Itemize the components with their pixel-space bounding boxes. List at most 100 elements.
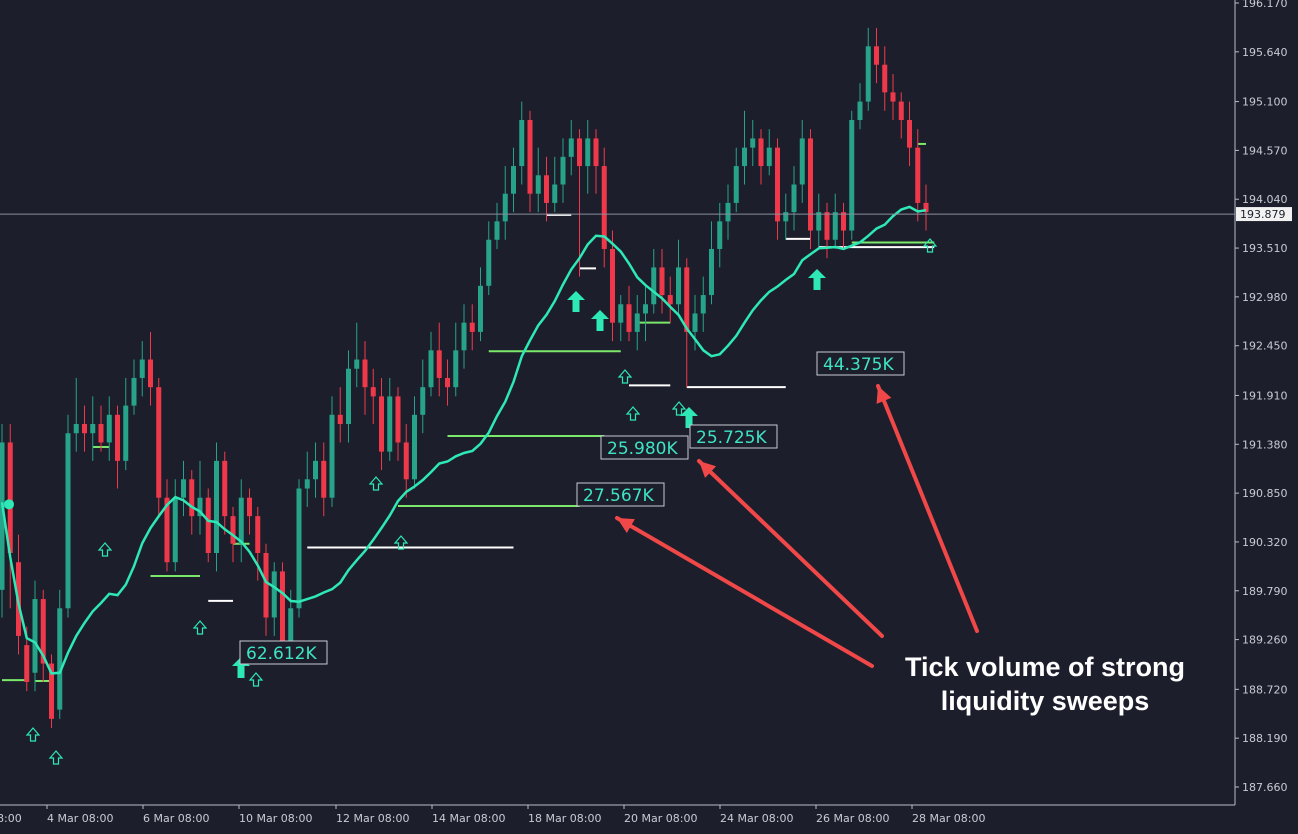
volume-label-box [600,435,689,460]
candle-body [387,396,393,452]
volume-label: 62.612K [246,644,317,664]
y-tick-label: 188.720 [1242,683,1288,696]
candle-body [857,101,863,121]
candle-body [90,424,96,434]
buy-signal-hollow-arrow [368,476,384,491]
candle-body [601,166,607,249]
candle-body [742,147,747,167]
current-price-tag [1236,207,1292,222]
y-tick-label: 189.790 [1242,585,1288,598]
candle-body [610,248,615,323]
candle-body [659,267,665,296]
candle-body [412,414,417,480]
candle-body [544,175,549,203]
candle-body [0,442,5,590]
candle-body [552,184,558,203]
x-tick-label: 12 Mar 08:00 [336,812,409,825]
annotation-arrow-shaft [615,516,874,668]
buy-signal-hollow-arrow [48,750,64,765]
candle-body [40,599,46,664]
candle-body [197,497,203,517]
buy-signal-hollow-arrow [192,620,208,635]
x-tick-label: 14 Mar 08:00 [432,812,505,825]
y-tick-label: 191.910 [1242,389,1288,402]
candle-body [255,516,261,553]
candle-body [469,322,475,332]
candle-body [98,424,104,443]
candle-body [684,267,690,332]
candle-body [115,414,120,461]
candle-body [230,516,236,544]
candle-body [593,138,599,167]
candle-body [65,433,71,609]
buy-signal-hollow-arrow [393,535,409,550]
current-price-label: 193.879 [1240,208,1286,221]
candle-body [832,212,838,240]
y-tick-label: 195.100 [1242,96,1288,109]
candle-body [156,387,162,498]
candle-body [304,479,310,489]
candle-body [882,64,888,93]
y-tick-label: 187.660 [1242,781,1288,794]
annotation-arrow-shaft [697,459,884,638]
candle-body [222,460,228,517]
candle-body [766,147,772,167]
annotation-arrow-head [876,386,892,404]
candle-body [700,295,706,314]
volume-label-box [816,351,905,376]
candle-body [313,460,318,480]
candle-body [907,120,912,148]
buy-signal-solid-arrow [591,310,609,331]
buy-signal-solid-arrow [680,407,698,428]
candle-body [370,387,376,397]
annotation-line-2: liquidity sweeps [941,686,1150,716]
candle-body [824,212,830,240]
volume-label-box [239,640,328,665]
candle-body [205,497,211,553]
y-tick-label: 192.450 [1242,340,1288,353]
candle-body [445,377,450,388]
candle-body [874,46,879,65]
y-tick-label: 188.190 [1242,732,1288,745]
buy-signal-hollow-arrow [248,672,264,687]
moving-average-line [0,205,927,675]
candle-body [535,175,541,194]
buy-signal-hollow-arrow [922,238,938,253]
candle-body [585,138,591,167]
candle-body [849,120,855,231]
buy-signal-hollow-arrow [97,542,113,557]
candle-body [7,442,13,553]
candle-body [379,396,384,452]
candle-body [247,497,252,517]
buy-signal-hollow-arrow [617,369,633,384]
volume-label-box [689,424,778,449]
y-tick-label: 190.320 [1242,536,1288,549]
candle-body [164,497,170,563]
candle-body [577,138,582,167]
candle-body [214,460,219,553]
annotation-arrow-head [617,518,635,533]
candle-body [181,479,186,498]
candle-body [428,350,434,388]
candle-body [915,147,921,203]
candle-body [667,295,673,305]
x-tick-label: 6 Mar 08:00 [143,812,209,825]
candle-body [651,267,657,305]
annotation-line-1: Tick volume of strong [905,652,1185,682]
candle-body [288,608,294,646]
candle-body [346,368,351,425]
annotation-arrow-shaft [876,384,979,633]
volume-label: 25.980K [607,439,678,459]
volume-label: 25.725K [696,428,767,448]
candle-body [717,221,723,249]
x-tick-label: 24 Mar 08:00 [720,812,793,825]
candle-body [172,497,178,563]
candle-body [32,599,38,673]
y-tick-label: 194.570 [1242,144,1288,157]
candle-body [24,645,30,682]
buy-signal-solid-arrow [808,269,826,290]
candle-body [82,424,87,434]
y-tick-label: 192.980 [1242,291,1288,304]
